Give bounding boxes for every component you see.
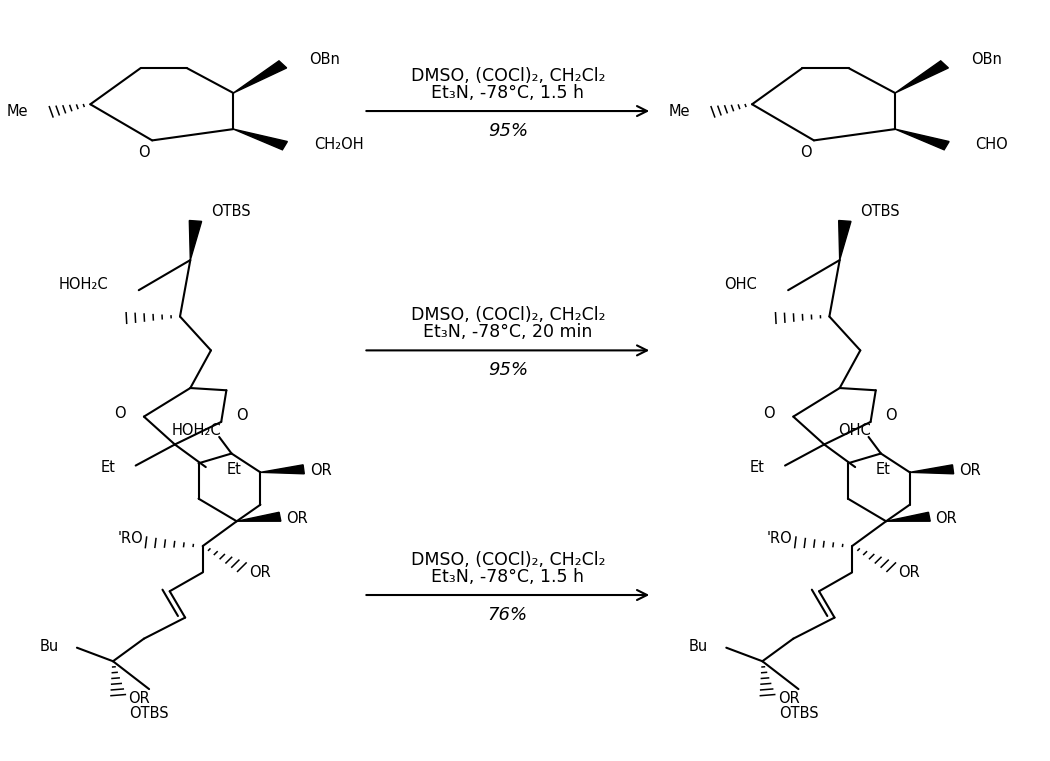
Text: Me: Me [669,104,690,119]
Text: OR: OR [778,692,800,706]
Text: OR: OR [936,511,958,526]
Text: Bu: Bu [39,638,59,654]
Text: OHC: OHC [838,423,870,438]
Text: O: O [800,145,812,160]
Text: O: O [139,145,150,160]
Text: 'RO: 'RO [766,531,793,546]
Text: Et: Et [876,462,890,477]
Text: Bu: Bu [689,638,708,654]
Text: OTBS: OTBS [779,705,818,721]
Text: DMSO, (COCl)₂, CH₂Cl₂: DMSO, (COCl)₂, CH₂Cl₂ [411,551,605,568]
Text: DMSO, (COCl)₂, CH₂Cl₂: DMSO, (COCl)₂, CH₂Cl₂ [411,67,605,84]
Text: OTBS: OTBS [860,204,900,218]
Text: Me: Me [7,104,28,119]
Text: OHC: OHC [724,277,757,291]
Text: Et: Et [750,460,764,476]
Text: OR: OR [249,565,271,580]
Text: OBn: OBn [310,53,340,68]
Text: HOH₂C: HOH₂C [171,423,222,438]
Text: 76%: 76% [487,606,528,623]
Polygon shape [233,129,288,150]
Text: DMSO, (COCl)₂, CH₂Cl₂: DMSO, (COCl)₂, CH₂Cl₂ [411,306,605,324]
Text: 95%: 95% [487,122,528,139]
Text: Et: Et [100,460,116,476]
Text: OR: OR [310,463,332,479]
Text: 95%: 95% [487,361,528,379]
Polygon shape [895,61,948,93]
Text: OTBS: OTBS [129,705,169,721]
Polygon shape [909,465,953,474]
Text: OR: OR [128,692,150,706]
Text: HOH₂C: HOH₂C [58,277,108,291]
Text: CHO: CHO [975,137,1008,151]
Text: OR: OR [899,565,920,580]
Text: Et₃N, -78°C, 1.5 h: Et₃N, -78°C, 1.5 h [432,84,584,102]
Text: OR: OR [960,463,981,479]
Text: O: O [763,406,775,421]
Polygon shape [839,221,850,260]
Polygon shape [895,129,949,150]
Polygon shape [886,512,930,521]
Text: Et₃N, -78°C, 20 min: Et₃N, -78°C, 20 min [423,323,592,342]
Text: CH₂OH: CH₂OH [314,137,363,151]
Text: OBn: OBn [971,53,1003,68]
Text: Et₃N, -78°C, 1.5 h: Et₃N, -78°C, 1.5 h [432,568,584,586]
Text: OTBS: OTBS [211,204,251,218]
Polygon shape [260,465,304,474]
Text: O: O [113,406,125,421]
Polygon shape [233,61,287,93]
Text: OR: OR [287,511,308,526]
Polygon shape [236,512,280,521]
Polygon shape [189,221,202,260]
Text: Et: Et [227,462,242,477]
Text: O: O [885,409,897,423]
Text: 'RO: 'RO [118,531,143,546]
Text: O: O [235,409,248,423]
